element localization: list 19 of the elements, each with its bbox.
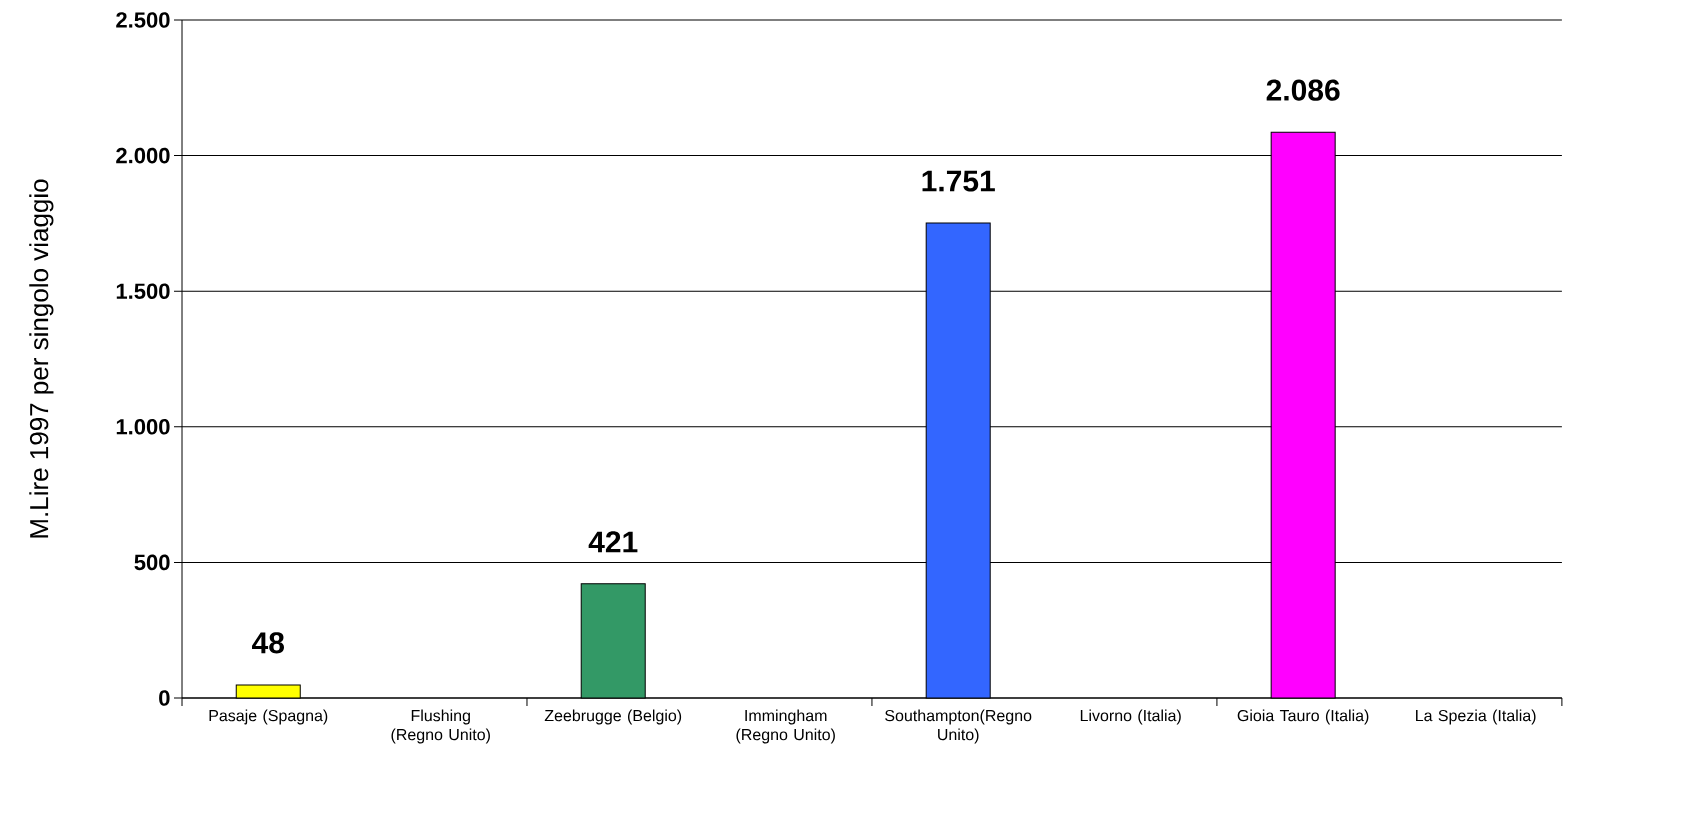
y-tick-label: 2.000: [116, 147, 170, 164]
y-tick-label: 1.000: [116, 418, 170, 435]
y-tick-label: 500: [134, 554, 170, 571]
x-tick-label: Zeebrugge (Belgio): [544, 709, 682, 725]
y-tick-label: 0: [159, 690, 170, 706]
x-tick-label: Southampton(Regno Unito): [885, 709, 1032, 744]
x-tick-label: Pasaje (Spagna): [209, 709, 328, 725]
data-label: 2.086: [1266, 79, 1340, 101]
x-tick-label: La Spezia (Italia): [1416, 709, 1536, 725]
x-tick-label: Gioia Tauro (Italia): [1237, 709, 1369, 725]
x-tick-label: Immingham (Regno Unito): [736, 709, 835, 744]
data-label: 48: [252, 632, 285, 654]
x-tick-label: Livorno (Italia): [1080, 709, 1181, 725]
data-label: 421: [588, 531, 638, 553]
y-tick-label: 1.500: [116, 283, 170, 299]
x-tick-label: Flushing (Regno Unito): [391, 709, 490, 744]
data-label: 1.751: [922, 170, 995, 192]
y-axis-title: M.Lire 1997 per singolo viaggio: [29, 179, 54, 538]
y-tick-label: 2.500: [116, 12, 170, 28]
